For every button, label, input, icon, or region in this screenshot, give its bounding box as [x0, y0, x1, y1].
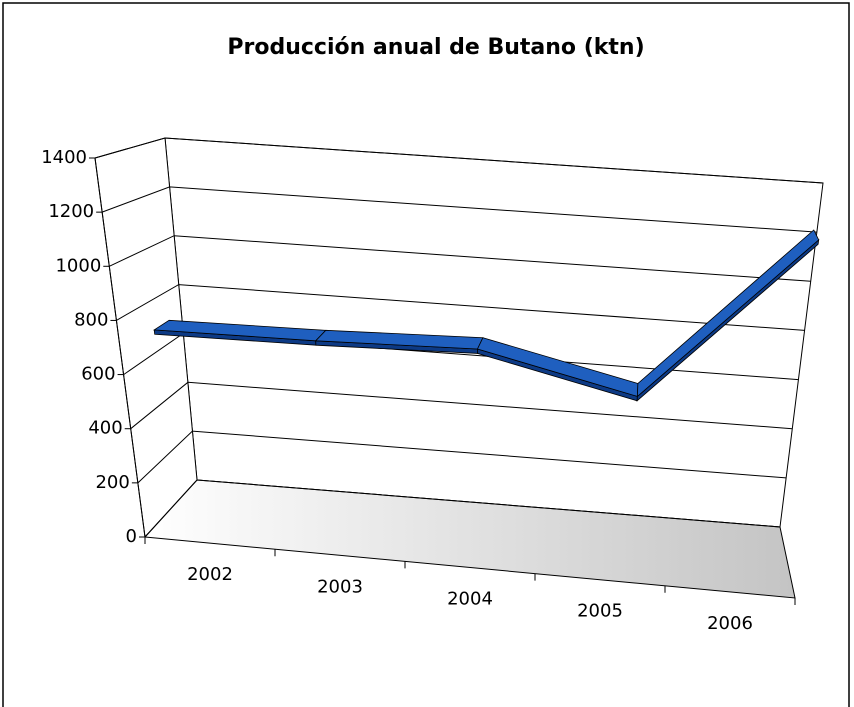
y-tick-label: 1200 [48, 201, 94, 222]
ribbon-segment [636, 229, 820, 398]
grid-line [101, 186, 817, 233]
x-tick-label: 2005 [577, 601, 623, 622]
chart-title: Producción anual de Butano (ktn) [227, 35, 644, 60]
y-tick-label: 1000 [55, 255, 101, 276]
y-tick-label: 1400 [41, 147, 87, 168]
grid-line [144, 479, 781, 538]
y-tick-label: 800 [74, 309, 108, 330]
x-tick-label: 2004 [447, 589, 493, 610]
x-tick-label: 2002 [187, 564, 233, 585]
plot-area: 0 200 400 600 800 1000 1200 1400 2002 2003 2004 200… [41, 137, 824, 634]
grid-line [116, 284, 805, 331]
grid-line [130, 381, 793, 430]
grid-line [137, 430, 787, 484]
grid-line [109, 235, 811, 282]
y-tick-label: 400 [88, 418, 122, 439]
x-tick-label: 2006 [707, 613, 753, 634]
y-tick-label: 200 [95, 472, 129, 493]
grid-line [94, 137, 824, 184]
y-tick-label: 0 [126, 526, 137, 547]
y-tick-label: 600 [81, 364, 115, 385]
x-tick-label: 2003 [317, 576, 363, 597]
y-axis [94, 157, 146, 538]
